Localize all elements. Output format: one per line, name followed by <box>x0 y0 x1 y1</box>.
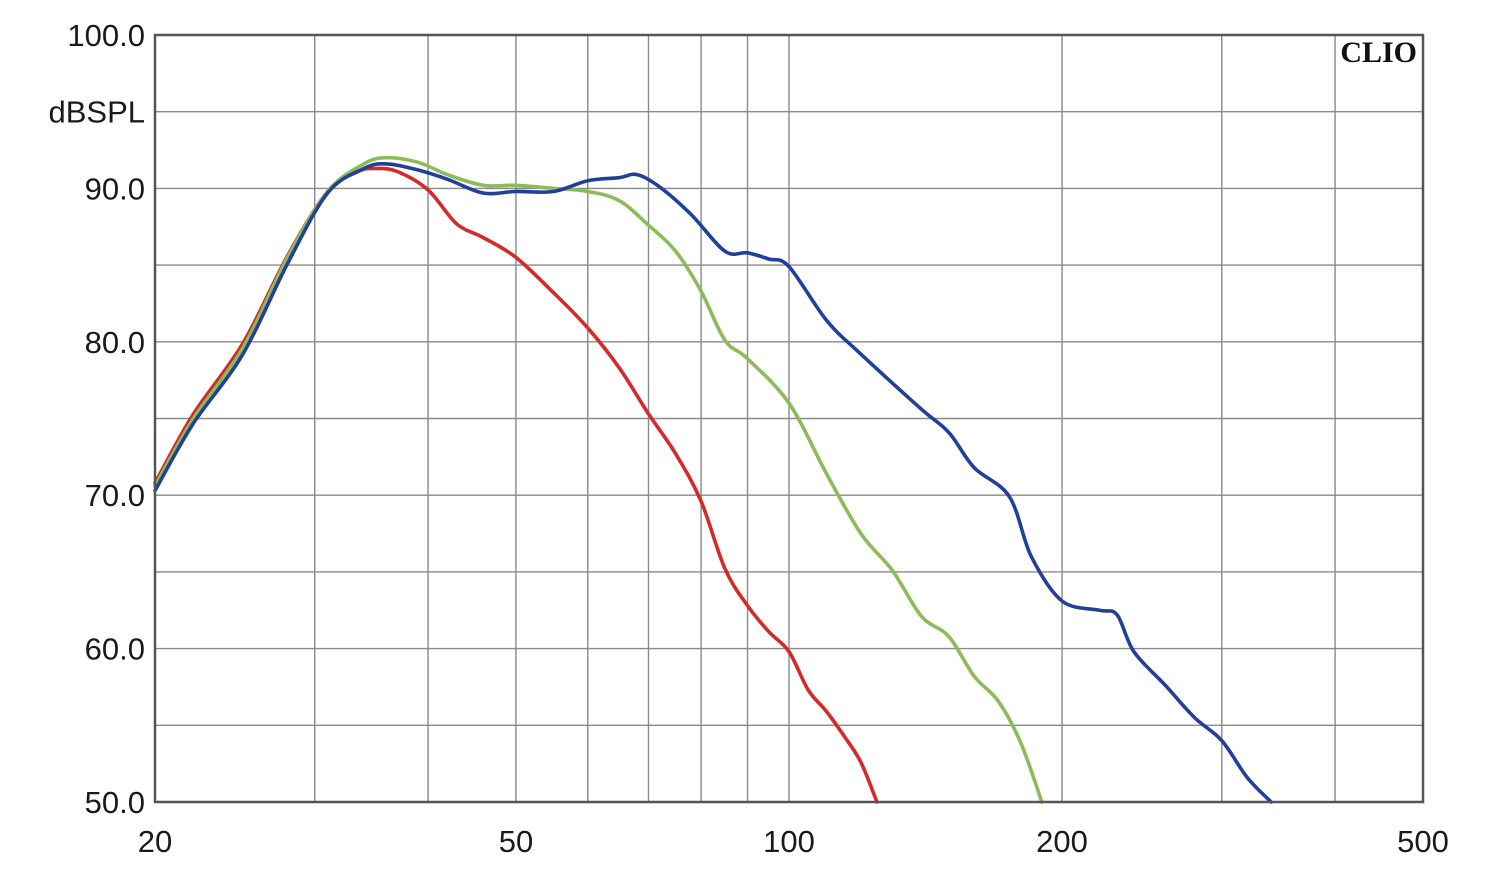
y-tick-label: 70.0 <box>85 478 145 513</box>
x-tick-label: 200 <box>1036 824 1088 859</box>
x-tick-label: 20 <box>138 824 172 859</box>
plot-frame <box>153 33 1425 804</box>
x-tick-label: 100 <box>763 824 815 859</box>
y-tick-labels: 50.0 60.0 70.0 80.0 90.0 100.0 <box>67 18 145 820</box>
y-tick-label: 100.0 <box>67 18 145 53</box>
series-line-3 <box>153 162 1273 804</box>
y-tick-label: 60.0 <box>85 632 145 667</box>
x-tick-label: 500 <box>1397 824 1449 859</box>
grid-lines <box>155 35 1423 802</box>
clio-brand-label: CLIO <box>1340 36 1417 69</box>
y-tick-label: 90.0 <box>85 171 145 206</box>
y-axis-label: dBSPL <box>48 95 145 130</box>
y-tick-label: 80.0 <box>85 325 145 360</box>
x-tick-labels: 20 50 100 200 500 <box>138 824 1449 859</box>
data-series <box>153 155 1273 804</box>
y-tick-label: 50.0 <box>85 785 145 820</box>
x-tick-label: 50 <box>499 824 533 859</box>
